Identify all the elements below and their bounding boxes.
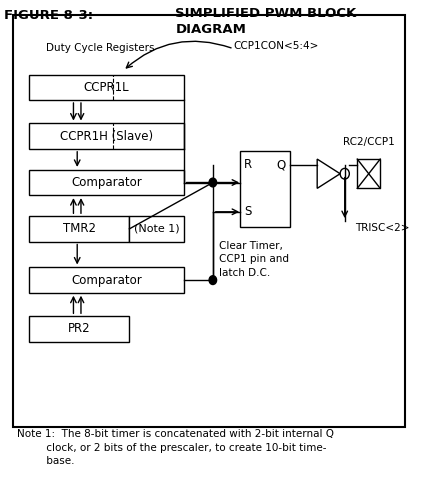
Text: TMR2: TMR2 (63, 223, 96, 235)
FancyBboxPatch shape (13, 15, 405, 427)
Text: RC2/CCP1: RC2/CCP1 (343, 137, 395, 147)
Text: Comparator: Comparator (71, 176, 142, 189)
FancyBboxPatch shape (357, 159, 380, 188)
Text: Q: Q (277, 159, 286, 171)
Text: CCPR1L: CCPR1L (84, 81, 129, 94)
Circle shape (209, 178, 217, 187)
FancyBboxPatch shape (240, 151, 290, 227)
Text: FIGURE 8-3:: FIGURE 8-3: (4, 9, 93, 22)
Text: Clear Timer,
CCP1 pin and
latch D.C.: Clear Timer, CCP1 pin and latch D.C. (219, 241, 289, 278)
FancyBboxPatch shape (29, 75, 184, 100)
Text: Note 1:  The 8-bit timer is concatenated with 2-bit internal Q
         clock, o: Note 1: The 8-bit timer is concatenated … (16, 429, 334, 466)
Text: PR2: PR2 (68, 323, 91, 335)
Text: CCPR1H (Slave): CCPR1H (Slave) (60, 130, 153, 142)
Text: Comparator: Comparator (71, 274, 142, 286)
FancyBboxPatch shape (29, 267, 184, 293)
FancyBboxPatch shape (129, 216, 184, 242)
FancyBboxPatch shape (29, 123, 184, 149)
FancyBboxPatch shape (29, 170, 184, 195)
Text: TRISC<2>: TRISC<2> (355, 224, 409, 233)
Text: Duty Cycle Registers: Duty Cycle Registers (46, 43, 154, 53)
Text: CCP1CON<5:4>: CCP1CON<5:4> (234, 41, 319, 51)
FancyBboxPatch shape (29, 316, 129, 342)
FancyBboxPatch shape (29, 216, 129, 242)
Text: SIMPLIFIED PWM BLOCK
DIAGRAM: SIMPLIFIED PWM BLOCK DIAGRAM (175, 7, 357, 36)
Text: (Note 1): (Note 1) (134, 224, 179, 234)
Circle shape (209, 276, 217, 285)
Text: S: S (244, 205, 252, 218)
Text: R: R (244, 159, 252, 171)
